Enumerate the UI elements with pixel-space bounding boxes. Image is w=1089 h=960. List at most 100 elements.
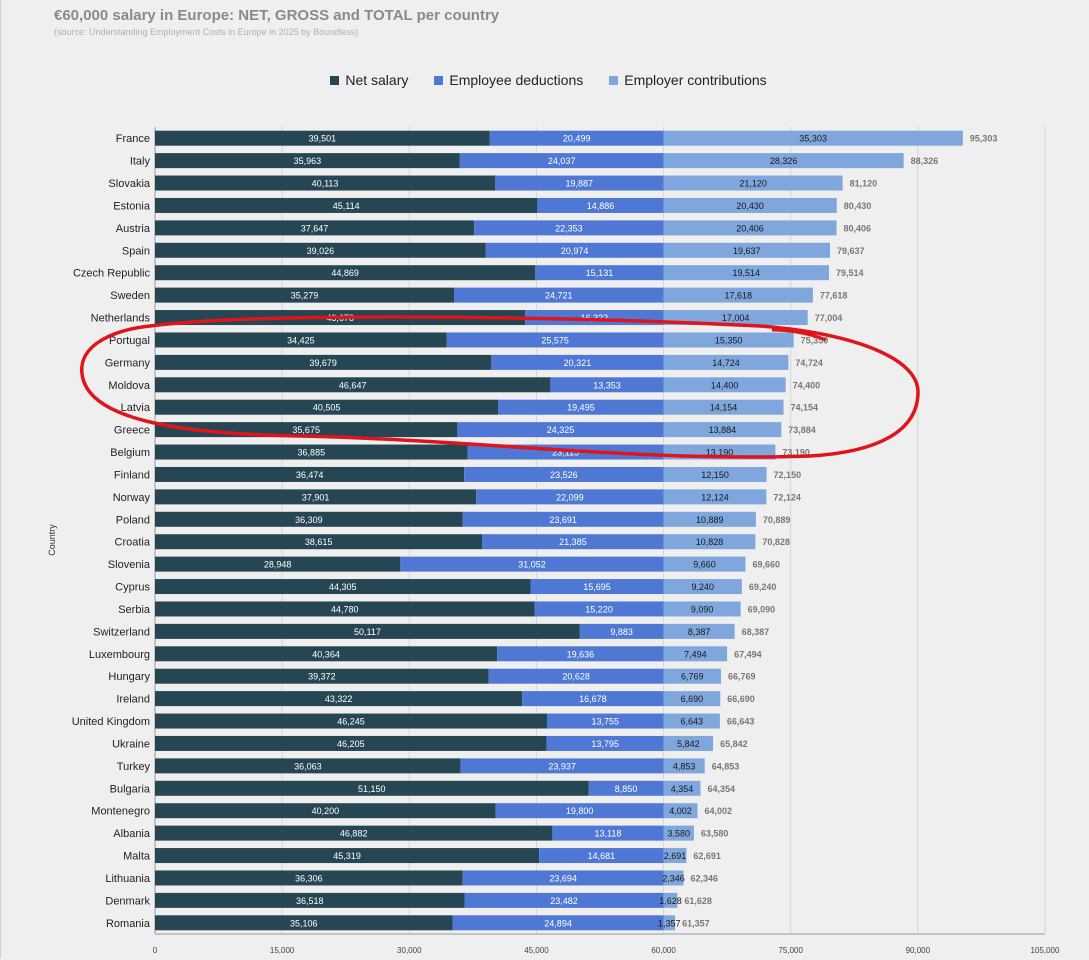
data-label: 14,400 <box>711 380 739 390</box>
data-label: 15,131 <box>586 268 614 278</box>
employer-contributions-bar <box>663 556 746 572</box>
y-tick-label: Bulgaria <box>110 783 151 795</box>
data-label: 24,325 <box>547 425 575 435</box>
employee-deductions-bar <box>546 713 664 729</box>
legend-swatch-employee <box>434 75 444 85</box>
employee-deductions-bar <box>495 803 664 819</box>
data-label: 22,099 <box>556 492 584 502</box>
total-label: 73,190 <box>782 448 810 458</box>
net-salary-bar <box>155 556 401 572</box>
employer-contributions-bar <box>663 466 767 482</box>
total-label: 81,120 <box>850 179 878 189</box>
net-salary-bar <box>155 713 547 729</box>
total-label: 72,124 <box>773 492 801 502</box>
total-label: 61,628 <box>684 896 712 906</box>
employer-contributions-bar <box>663 691 721 707</box>
total-label: 65,842 <box>720 739 748 749</box>
data-label: 35,963 <box>294 156 322 166</box>
data-label: 19,636 <box>567 649 595 659</box>
y-tick-label: Greece <box>114 425 150 437</box>
employer-contributions-bar <box>663 803 698 819</box>
total-label: 74,400 <box>793 380 821 390</box>
employee-deductions-bar <box>460 758 664 774</box>
y-tick-label: Luxembourg <box>89 649 150 661</box>
data-label: 28,326 <box>770 156 798 166</box>
net-salary-bar <box>155 534 483 550</box>
legend-label-net: Net salary <box>345 72 409 88</box>
data-label: 37,901 <box>302 492 330 502</box>
net-salary-bar <box>155 758 461 774</box>
x-tick-label: 105,000 <box>1031 946 1060 955</box>
net-salary-bar <box>155 175 496 191</box>
employee-deductions-bar <box>522 691 664 707</box>
employer-contributions-bar <box>663 870 684 886</box>
data-label: 46,647 <box>339 380 367 390</box>
data-label: 23,526 <box>550 470 578 480</box>
data-label: 12,124 <box>701 492 729 502</box>
employee-deductions-bar <box>462 870 664 886</box>
data-label: 50,117 <box>354 627 381 637</box>
net-salary-bar <box>155 646 498 662</box>
y-tick-label: Spain <box>122 245 150 257</box>
x-tick-label: 60,000 <box>651 946 676 955</box>
y-tick-label: Ukraine <box>112 738 150 750</box>
y-tick-label: Hungary <box>108 671 150 683</box>
data-label: 6,643 <box>680 717 703 727</box>
legend-item-employee[interactable]: Employee deductions <box>426 72 583 88</box>
data-label: 35,675 <box>292 425 320 435</box>
data-label: 24,894 <box>544 918 572 928</box>
data-label: 6,769 <box>681 672 704 682</box>
data-label: 13,190 <box>706 448 734 458</box>
y-tick-label: Latvia <box>121 402 151 414</box>
employer-contributions-bar <box>663 511 756 527</box>
legend-label-employee: Employee deductions <box>449 72 584 88</box>
y-tick-label: Croatia <box>115 537 151 549</box>
data-label: 45,319 <box>333 851 361 861</box>
employee-deductions-bar <box>462 511 664 527</box>
net-salary-bar <box>155 220 475 236</box>
net-salary-bar <box>155 825 553 841</box>
total-label: 70,828 <box>762 537 790 547</box>
employer-contributions-bar <box>663 668 721 684</box>
data-label: 24,721 <box>545 291 573 301</box>
data-label: 14,886 <box>587 201 615 211</box>
data-label: 37,647 <box>301 223 329 233</box>
y-tick-label: Cyprus <box>115 582 150 594</box>
data-label: 20,974 <box>561 246 589 256</box>
total-label: 69,660 <box>752 560 780 570</box>
y-tick-label: Netherlands <box>91 313 151 325</box>
employer-contributions-bar <box>663 220 837 236</box>
data-label: 39,372 <box>308 672 336 682</box>
y-tick-label: United Kingdom <box>72 716 150 728</box>
data-label: 9,660 <box>693 560 716 570</box>
legend-item-net[interactable]: Net salary <box>322 72 408 88</box>
employee-deductions-bar <box>474 220 664 236</box>
employer-contributions-bar <box>663 713 720 729</box>
data-label: 44,305 <box>329 582 357 592</box>
x-tick-label: 45,000 <box>524 946 549 955</box>
data-label: 43,322 <box>325 694 353 704</box>
total-label: 79,514 <box>836 268 864 278</box>
total-label: 74,154 <box>791 403 819 413</box>
data-label: 43,678 <box>326 313 354 323</box>
employer-contributions-bar <box>663 646 728 662</box>
y-tick-label: Lithuania <box>105 873 151 885</box>
y-tick-label: Czech Republic <box>73 268 151 280</box>
total-label: 63,580 <box>701 829 729 839</box>
data-label: 21,385 <box>559 537 587 547</box>
y-tick-label: Romania <box>106 918 151 930</box>
total-label: 73,884 <box>788 425 816 435</box>
data-label: 45,114 <box>333 201 360 211</box>
y-tick-label: Estonia <box>113 200 151 212</box>
net-salary-bar <box>155 870 463 886</box>
data-label: 20,406 <box>736 223 764 233</box>
data-label: 23,691 <box>549 515 577 525</box>
total-label: 62,346 <box>690 873 718 883</box>
total-label: 77,618 <box>820 291 848 301</box>
y-tick-label: Finland <box>114 469 150 481</box>
data-label: 36,518 <box>296 896 324 906</box>
employee-deductions-bar <box>400 556 664 572</box>
employee-deductions-bar <box>495 175 664 191</box>
employer-contributions-bar <box>663 892 678 908</box>
legend-item-employer[interactable]: Employer contributions <box>601 72 767 88</box>
